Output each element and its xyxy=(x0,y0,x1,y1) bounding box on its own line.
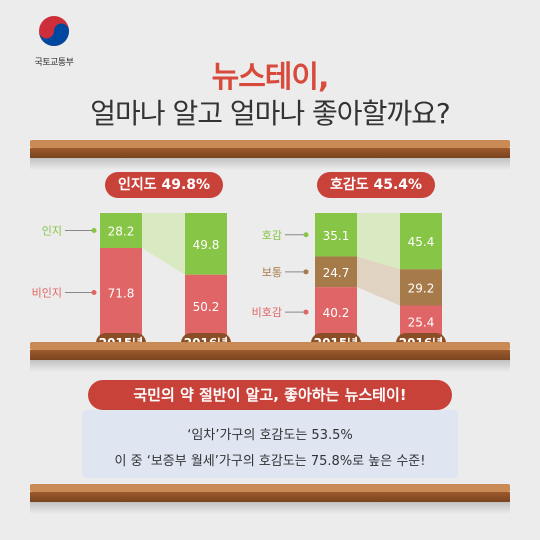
sub-title: 얼마나 알고 얼마나 좋아할까요? xyxy=(90,97,450,130)
summary-line-1: ‘임차’가구의 호감도는 53.5% xyxy=(187,428,353,443)
series-label: 인지 xyxy=(42,224,62,237)
charts-area: 28.271.82015년49.850.22016년인지비인지35.124.74… xyxy=(32,213,446,353)
ministry-logo: 국토교통부 xyxy=(18,14,90,68)
leader-dot xyxy=(91,227,97,233)
bar-segment xyxy=(185,274,227,337)
taegeuk-emblem-icon xyxy=(39,16,69,46)
connector-band xyxy=(357,256,400,306)
bar-segment xyxy=(400,305,442,337)
bar-segment xyxy=(100,247,142,337)
connector-band xyxy=(142,213,185,275)
data-label: 29.2 xyxy=(408,281,435,295)
data-label: 24.7 xyxy=(323,266,350,280)
summary-headline: 국민의 약 절반이 알고, 좋아하는 뉴스테이! xyxy=(88,380,452,410)
data-label: 35.1 xyxy=(323,229,350,243)
series-label: 비인지 xyxy=(32,286,62,299)
leader-dot xyxy=(303,232,309,238)
data-label: 45.4 xyxy=(408,235,435,249)
data-label: 49.8 xyxy=(193,238,220,252)
bar-segment xyxy=(400,269,442,306)
top-shelf xyxy=(30,140,510,170)
bar-segment xyxy=(185,213,227,275)
bar-segment xyxy=(400,213,442,270)
leader-dot xyxy=(303,309,309,315)
leader-dot xyxy=(91,289,97,295)
awareness-title: 인지도 49.8% xyxy=(105,172,223,198)
data-label: 25.4 xyxy=(408,315,435,329)
bar-segment xyxy=(315,287,357,337)
bottom-shelf xyxy=(30,484,510,514)
data-label: 40.2 xyxy=(323,306,350,320)
ministry-name: 국토교통부 xyxy=(34,58,74,68)
main-title: 뉴스테이, xyxy=(211,60,330,95)
series-label: 비호감 xyxy=(252,306,282,319)
connector-band xyxy=(357,213,400,270)
summary-line-2: 이 중 ‘보증부 월세’가구의 호감도는 75.8%로 높은 수준! xyxy=(114,454,426,469)
data-label: 50.2 xyxy=(193,300,220,314)
data-label: 71.8 xyxy=(108,286,135,300)
series-label: 호감 xyxy=(262,229,282,242)
data-label: 28.2 xyxy=(108,224,135,238)
leader-dot xyxy=(303,269,309,275)
favorability-title: 호감도 45.4% xyxy=(317,172,435,198)
bar-segment xyxy=(315,213,357,257)
summary-note: ‘임차’가구의 호감도는 53.5% 이 중 ‘보증부 월세’가구의 호감도는 … xyxy=(82,410,458,478)
series-label: 보통 xyxy=(262,266,282,279)
middle-shelf xyxy=(30,342,510,372)
bar-segment xyxy=(100,213,142,248)
bar-segment xyxy=(315,256,357,288)
